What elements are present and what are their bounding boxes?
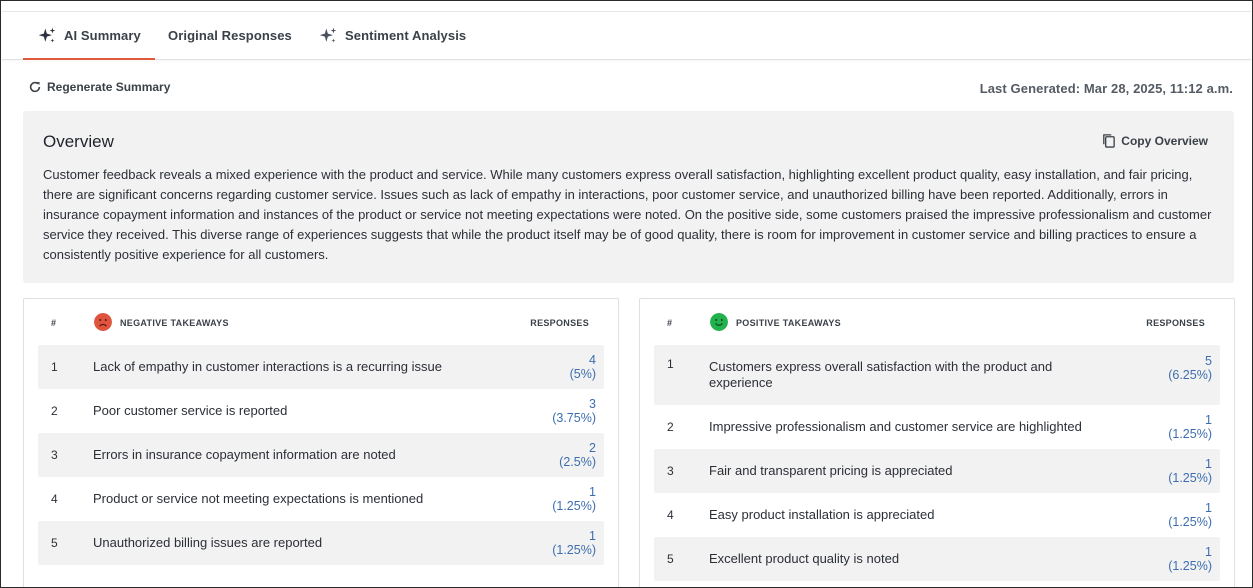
takeaway-text: Errors in insurance copayment informatio… bbox=[93, 447, 396, 462]
row-number: 5 bbox=[51, 536, 58, 550]
response-count: 2 bbox=[589, 441, 596, 455]
takeaway-text: Product or service not meeting expectati… bbox=[93, 491, 424, 506]
response-percent: (1.25%) bbox=[1168, 559, 1212, 573]
row-number: 2 bbox=[51, 404, 58, 418]
sparkle-icon bbox=[319, 27, 337, 43]
row-number: 5 bbox=[667, 552, 674, 566]
column-header-responses: RESPONSES bbox=[1146, 318, 1205, 328]
table-row: 3 Fair and transparent pricing is apprec… bbox=[654, 449, 1220, 493]
sparkle-icon bbox=[38, 27, 56, 43]
copy-overview-button[interactable]: Copy Overview bbox=[1101, 133, 1208, 148]
row-number: 3 bbox=[51, 448, 58, 462]
takeaway-text: Excellent product quality is noted bbox=[709, 551, 900, 566]
positive-takeaways-header: # POSITIVE TAKEAWAYS RESPONSES bbox=[640, 299, 1234, 345]
response-count-link[interactable]: 1 (1.25%) bbox=[1168, 413, 1212, 441]
table-row: 1 Customers express overall satisfaction… bbox=[654, 345, 1220, 405]
response-count: 4 bbox=[589, 353, 596, 367]
response-count-link[interactable]: 1 (1.25%) bbox=[552, 485, 596, 513]
takeaway-text: Lack of empathy in customer interactions… bbox=[93, 359, 442, 374]
response-percent: (2.5%) bbox=[559, 455, 596, 469]
response-percent: (5%) bbox=[569, 367, 596, 381]
column-header-number: # bbox=[667, 318, 673, 328]
tab-sentiment-analysis[interactable]: Sentiment Analysis bbox=[318, 12, 466, 59]
response-percent: (1.25%) bbox=[1168, 427, 1212, 441]
tab-original-responses-label: Original Responses bbox=[168, 28, 292, 43]
response-count: 1 bbox=[1205, 545, 1212, 559]
column-header-number: # bbox=[51, 318, 57, 328]
response-percent: (1.25%) bbox=[1168, 515, 1212, 529]
positive-takeaways-panel: # POSITIVE TAKEAWAYS RESPONSES 1 Custome… bbox=[639, 298, 1235, 587]
response-percent: (1.25%) bbox=[552, 543, 596, 557]
negative-takeaways-header: # NEGATIVE TAKEAWAYS RESPONSES bbox=[24, 299, 618, 345]
tab-bar: AI Summary Original Responses Sentiment … bbox=[2, 12, 1251, 60]
positive-takeaways-title: POSITIVE TAKEAWAYS bbox=[736, 318, 841, 328]
response-count: 1 bbox=[1205, 501, 1212, 515]
tab-sentiment-analysis-label: Sentiment Analysis bbox=[345, 28, 467, 43]
takeaway-text: Poor customer service is reported bbox=[93, 403, 288, 418]
response-count-link[interactable]: 1 (1.25%) bbox=[1168, 457, 1212, 485]
column-header-responses: RESPONSES bbox=[530, 318, 589, 328]
refresh-icon bbox=[29, 81, 41, 93]
regenerate-summary-label: Regenerate Summary bbox=[47, 80, 171, 94]
overview-card: Overview Copy Overview Customer feedback… bbox=[23, 111, 1234, 283]
overview-text: Customer feedback reveals a mixed experi… bbox=[43, 167, 1212, 262]
negative-takeaways-title: NEGATIVE TAKEAWAYS bbox=[120, 318, 229, 328]
negative-takeaways-panel: # NEGATIVE TAKEAWAYS RESPONSES 1 Lack of… bbox=[23, 298, 619, 587]
response-percent: (3.75%) bbox=[552, 411, 596, 425]
response-count: 1 bbox=[1205, 413, 1212, 427]
response-count-link[interactable]: 1 (1.25%) bbox=[1168, 545, 1212, 573]
row-number: 3 bbox=[667, 464, 674, 478]
row-number: 2 bbox=[667, 420, 674, 434]
positive-takeaways-list: 1 Customers express overall satisfaction… bbox=[654, 345, 1220, 581]
regenerate-summary-button[interactable]: Regenerate Summary bbox=[28, 80, 170, 94]
takeaway-text: Fair and transparent pricing is apprecia… bbox=[709, 463, 953, 478]
table-row: 2 Impressive professionalism and custome… bbox=[654, 405, 1220, 449]
negative-takeaways-list: 1 Lack of empathy in customer interactio… bbox=[38, 345, 604, 565]
response-count-link[interactable]: 1 (1.25%) bbox=[552, 529, 596, 557]
top-divider bbox=[2, 11, 1251, 12]
row-number: 4 bbox=[51, 492, 58, 506]
sad-face-icon bbox=[94, 313, 112, 331]
tab-original-responses[interactable]: Original Responses bbox=[168, 12, 292, 59]
response-percent: (1.25%) bbox=[552, 499, 596, 513]
takeaway-text: Unauthorized billing issues are reported bbox=[93, 535, 323, 550]
row-number: 1 bbox=[667, 357, 674, 371]
row-number: 4 bbox=[667, 508, 674, 522]
table-row: 5 Excellent product quality is noted 1 (1… bbox=[654, 537, 1220, 581]
table-row: 1 Lack of empathy in customer interactio… bbox=[38, 345, 604, 389]
last-generated-timestamp: Last Generated: Mar 28, 2025, 11:12 a.m. bbox=[979, 81, 1233, 96]
table-row: 4 Easy product installation is appreciat… bbox=[654, 493, 1220, 537]
response-count-link[interactable]: 4 (5%) bbox=[570, 353, 596, 381]
tab-ai-summary[interactable]: AI Summary bbox=[23, 12, 155, 60]
response-count-link[interactable]: 1 (1.25%) bbox=[1168, 501, 1212, 529]
response-count: 1 bbox=[589, 485, 596, 499]
response-percent: (1.25%) bbox=[1168, 471, 1212, 485]
takeaway-text: Customers express overall satisfaction w… bbox=[709, 359, 1053, 390]
copy-overview-label: Copy Overview bbox=[1121, 133, 1208, 148]
table-row: 3 Errors in insurance copayment informat… bbox=[38, 433, 604, 477]
happy-face-icon bbox=[710, 313, 728, 331]
table-row: 5 Unauthorized billing issues are report… bbox=[38, 521, 604, 565]
response-count-link[interactable]: 5 (6.25%) bbox=[1168, 354, 1212, 382]
tab-ai-summary-label: AI Summary bbox=[64, 28, 141, 43]
response-count-link[interactable]: 2 (2.5%) bbox=[559, 441, 596, 469]
row-number: 1 bbox=[51, 360, 58, 374]
copy-icon bbox=[1103, 134, 1116, 148]
response-count: 1 bbox=[1205, 457, 1212, 471]
response-count: 3 bbox=[589, 397, 596, 411]
takeaway-text: Easy product installation is appreciated bbox=[709, 507, 935, 522]
table-row: 4 Product or service not meeting expecta… bbox=[38, 477, 604, 521]
overview-title: Overview bbox=[43, 132, 114, 151]
response-count: 1 bbox=[589, 529, 596, 543]
response-count: 5 bbox=[1205, 354, 1212, 368]
takeaway-text: Impressive professionalism and customer … bbox=[709, 419, 1082, 434]
table-row: 2 Poor customer service is reported 3 (3.… bbox=[38, 389, 604, 433]
response-percent: (6.25%) bbox=[1168, 368, 1212, 382]
response-count-link[interactable]: 3 (3.75%) bbox=[552, 397, 596, 425]
